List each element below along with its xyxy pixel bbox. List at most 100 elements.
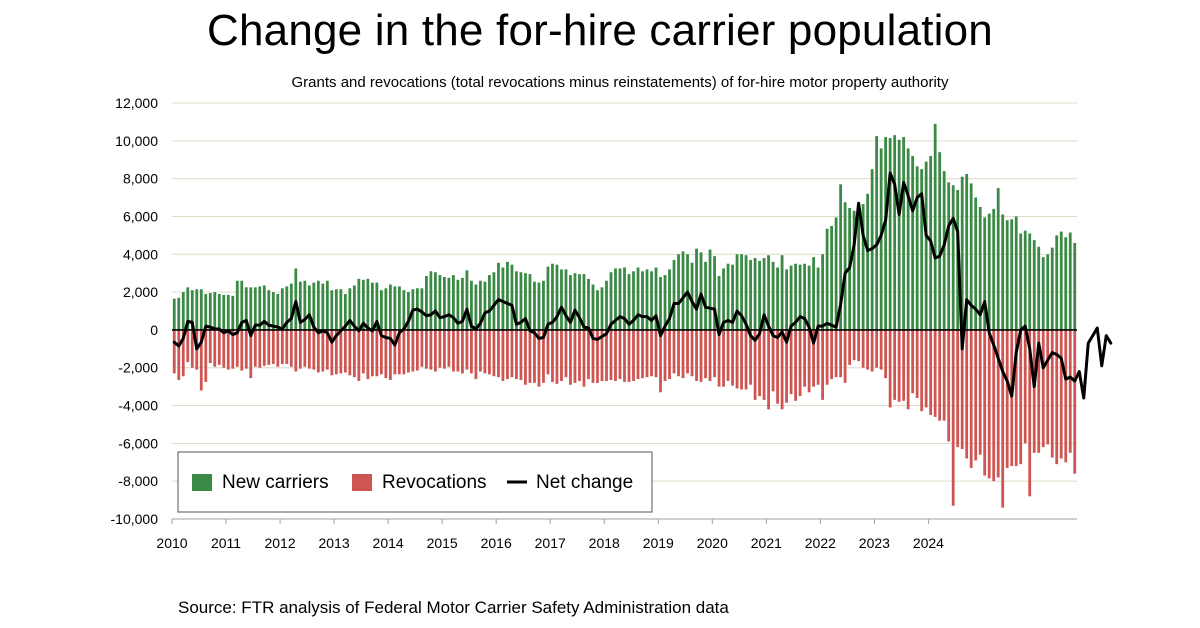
new-carriers-bar [933, 123, 937, 330]
new-carriers-bar [749, 259, 752, 330]
new-carriers-bar [609, 272, 613, 330]
revocations-bar [433, 329, 437, 372]
new-carriers-bar [627, 274, 631, 330]
revocations-bar [969, 329, 973, 468]
new-carriers-bar [213, 292, 217, 330]
new-carriers-bar [636, 267, 640, 330]
new-carriers-bar [771, 261, 775, 330]
new-carriers-bar [177, 297, 181, 330]
revocations-bar [776, 329, 779, 404]
new-carriers-bar [762, 258, 766, 330]
revocations-bar [843, 329, 847, 383]
legend-box [177, 451, 653, 513]
y-tick-label: -10,000 [111, 511, 159, 527]
new-carriers-bar [339, 289, 343, 330]
new-carriers-bar [267, 290, 271, 330]
revocations-bar [330, 329, 334, 376]
new-carriers-bar [704, 261, 707, 330]
revocations-bar [690, 329, 694, 377]
revocations-bar [924, 329, 928, 408]
new-carriers-bar [438, 275, 442, 330]
new-carriers-bar [875, 136, 879, 330]
revocations-bar [172, 329, 176, 374]
source-note: Source: FTR analysis of Federal Motor Ca… [178, 598, 729, 617]
x-tick-label: 2022 [805, 535, 836, 551]
new-carriers-bar [857, 207, 861, 330]
new-carriers-bar [983, 217, 987, 330]
new-carriers-bar [888, 137, 892, 330]
new-carriers-bar [515, 271, 518, 330]
revocations-bar [875, 329, 879, 368]
revocations-bar [181, 329, 185, 377]
revocations-bar [650, 329, 653, 377]
new-carriers-bar [812, 257, 816, 330]
new-carriers-bar [722, 268, 725, 330]
revocations-bar [681, 329, 685, 379]
revocations-bar [1019, 329, 1023, 465]
new-carriers-bar [794, 263, 797, 330]
revocations-bar [406, 329, 410, 373]
y-tick-label: 8,000 [123, 171, 158, 187]
new-carriers-bar [375, 282, 379, 330]
new-carriers-bar [452, 275, 455, 330]
revocations-bar [226, 329, 230, 370]
new-carriers-bar [924, 161, 928, 330]
revocations-bar [497, 329, 500, 378]
new-carriers-bar [821, 254, 825, 330]
revocations-bar [506, 329, 509, 380]
revocations-bar [312, 329, 316, 370]
revocations-bar [519, 329, 523, 381]
new-carriers-bar [672, 259, 676, 330]
new-carriers-bar [839, 184, 843, 330]
revocations-bar [753, 329, 757, 400]
new-carriers-bar [699, 252, 703, 330]
revocations-bar [235, 329, 239, 367]
revocations-bar [217, 329, 221, 365]
new-carriers-bar [614, 268, 617, 330]
new-carriers-bar [573, 273, 577, 330]
revocations-bar [370, 329, 374, 377]
new-carriers-bar [348, 288, 352, 330]
new-carriers-bar [312, 282, 316, 330]
revocations-bar [906, 329, 910, 410]
revocations-bar [816, 329, 820, 385]
new-carriers-bar [253, 287, 257, 330]
revocations-bar [316, 329, 320, 373]
new-carriers-bar [600, 287, 604, 330]
new-carriers-bar [470, 280, 473, 330]
new-carriers-bar [551, 263, 554, 330]
new-carriers-bar [1055, 235, 1059, 330]
new-carriers-bar [285, 286, 289, 330]
revocations-bar [510, 329, 514, 378]
revocations-bar [704, 329, 707, 379]
new-carriers-bar [668, 269, 671, 330]
revocations-bar [920, 329, 924, 412]
new-carriers-bar [659, 276, 662, 330]
revocations-bar [569, 329, 572, 385]
revocations-bar [978, 329, 982, 455]
new-carriers-bar [942, 171, 946, 330]
revocations-bar [645, 329, 649, 378]
new-carriers-bar [776, 267, 779, 330]
revocations-bar [276, 329, 280, 367]
new-carriers-bar [618, 268, 622, 330]
new-carriers-bar [731, 264, 734, 330]
revocations-bar [623, 329, 626, 382]
new-carriers-bar [321, 283, 325, 330]
new-carriers-bar [902, 137, 906, 330]
new-carriers-bar [852, 210, 856, 330]
revocations-bar [438, 329, 442, 368]
revocations-bar [987, 329, 991, 479]
revocations-bar [1055, 329, 1059, 465]
revocations-bar [411, 329, 415, 372]
revocations-bar [524, 329, 527, 385]
new-carriers-bar [969, 183, 973, 330]
new-carriers-bar [1023, 230, 1027, 330]
revocations-bar [231, 329, 235, 369]
revocations-bar [420, 329, 424, 367]
revocations-bar [546, 329, 550, 375]
revocations-bar [1028, 329, 1032, 497]
revocations-bar [708, 329, 712, 381]
new-carriers-bar [605, 280, 608, 330]
new-carriers-bar [204, 293, 208, 330]
